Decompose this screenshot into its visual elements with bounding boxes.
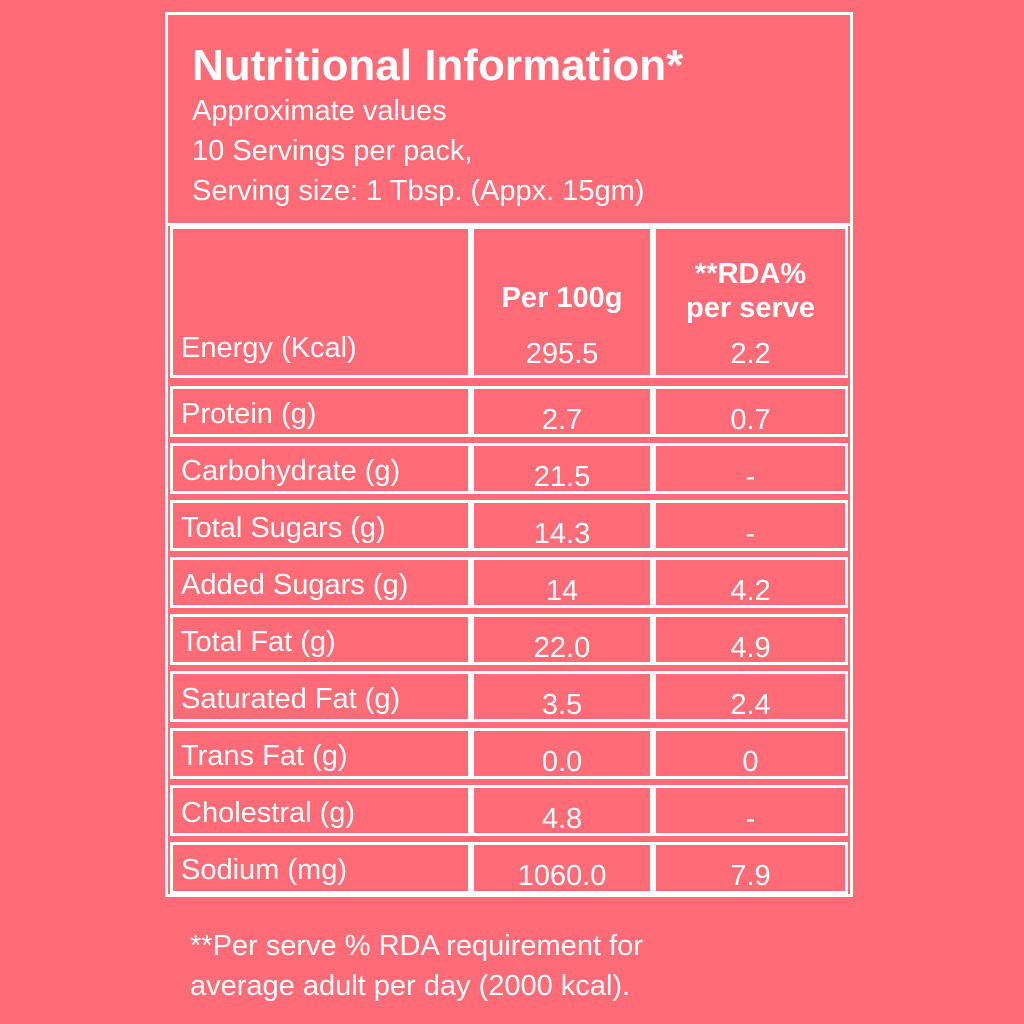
table-row: Trans Fat (g) [170,728,471,779]
row-cell-per100g: 0.0 [471,728,653,779]
row-value-per100g: 22.0 [533,632,591,664]
row-value-per100g: 21.5 [533,461,591,493]
row-cell-per100g: 14 [471,557,653,608]
row-cell-per100g: 22.0 [471,614,653,665]
row-cell-rda: - [653,785,848,836]
rda-header-line1: **RDA% [694,258,807,290]
row-value-per100g: 2.7 [541,404,583,436]
table-row: Energy (Kcal) [170,226,471,378]
row-cell-per100g: 4.8 [471,785,653,836]
panel-title: Nutritional Information* [192,41,684,90]
row-label: Total Fat (g) [181,626,336,658]
row-cell-per100g: 2.7 [471,386,653,437]
row-value-rda: 7.9 [730,860,771,892]
per-100g-column: Per 100g 295.5 [471,226,653,378]
table-row: Carbohydrate (g) [170,443,471,494]
row-value-rda: 0.7 [730,404,771,436]
serving-size-text: Serving size: 1 Tbsp. (Appx. 15gm) [192,175,645,207]
row-value-rda: - [745,518,756,550]
row-value-rda: - [745,803,756,835]
row-label: Energy (Kcal) [181,332,357,364]
table-row: Total Fat (g) [170,614,471,665]
rda-footnote: **Per serve % RDA requirement for averag… [190,926,643,1006]
row-value-rda: 0 [742,746,759,778]
table-row: Sodium (mg) [170,842,471,894]
row-label: Protein (g) [181,398,317,430]
row-value-rda: - [745,461,756,493]
row-label: Trans Fat (g) [181,740,348,772]
approx-values-text: Approximate values [192,95,447,127]
table-row: Protein (g) [170,386,471,437]
row-cell-per100g: 1060.0 [471,842,653,894]
row-cell-per100g: 21.5 [471,443,653,494]
row-value-per100g: 14.3 [533,518,591,550]
table-row: Added Sugars (g) [170,557,471,608]
nutrition-table: Energy (Kcal) Per 100g 295.5 **RDA% per … [168,226,850,894]
row-cell-rda: - [653,500,848,551]
nutrition-panel: Nutritional Information* Approximate val… [165,12,853,897]
row-value-per100g: 3.5 [541,689,583,721]
row-cell-rda: 4.2 [653,557,848,608]
rda-header: **RDA% per serve [656,257,845,325]
row-cell-per100g: 14.3 [471,500,653,551]
row-value-rda: 4.9 [730,632,771,664]
panel-header: Nutritional Information* Approximate val… [168,15,850,226]
row-cell-rda: 4.9 [653,614,848,665]
row-label: Added Sugars (g) [181,569,409,601]
footnote-line2: average adult per day (2000 kcal). [190,970,631,1002]
row-value-rda: 4.2 [730,575,771,607]
row-label: Saturated Fat (g) [181,683,401,715]
rda-column: **RDA% per serve 2.2 [653,226,848,378]
row-cell-rda: 0.7 [653,386,848,437]
row-value-per100g: 14 [545,575,579,607]
row-label: Sodium (mg) [181,854,347,886]
row-value-rda: 2.4 [730,689,771,721]
servings-per-pack-text: 10 Servings per pack, [192,135,473,167]
row-cell-rda: 0 [653,728,848,779]
row-value-rda: 2.2 [730,338,771,370]
row-label: Carbohydrate (g) [181,455,401,487]
row-cell-rda: 7.9 [653,842,848,894]
table-row: Saturated Fat (g) [170,671,471,722]
row-value-per100g: 4.8 [541,803,583,835]
row-cell-per100g: 3.5 [471,671,653,722]
row-cell-rda: 2.4 [653,671,848,722]
rda-header-line2: per serve [686,292,815,324]
row-value-per100g: 1060.0 [517,860,607,892]
row-cell-rda: - [653,443,848,494]
footnote-line1: **Per serve % RDA requirement for [190,930,643,962]
row-label: Total Sugars (g) [181,512,386,544]
row-value-per100g: 0.0 [541,746,583,778]
table-row: Total Sugars (g) [170,500,471,551]
table-row: Cholestral (g) [170,785,471,836]
row-label: Cholestral (g) [181,797,356,829]
per-100g-header: Per 100g [501,282,623,314]
row-value-per100g: 295.5 [525,338,599,370]
